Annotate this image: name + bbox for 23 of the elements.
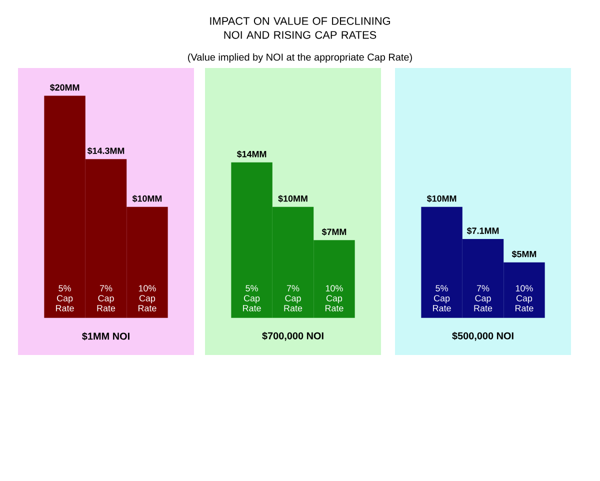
x-tick-label: 5% Cap Rate [56, 285, 74, 312]
data-label: $14MM [236, 150, 266, 158]
x-tick-label: 7% Cap Rate [474, 285, 492, 312]
chart-subtitle: (Value implied by NOI at the appropriate Cap Rate) [188, 53, 412, 63]
data-label: $5MM [512, 250, 536, 258]
data-label: $7MM [322, 228, 346, 236]
x-axis-title: $1MM NOI [82, 332, 130, 340]
x-tick-label: 5% Cap Rate [243, 285, 261, 312]
data-label: $14.3MM [87, 147, 124, 155]
chart-title: IMPACT ON VALUE OF DECLINING NOI AND RISING CAP RATES [210, 17, 390, 39]
x-axis-title: $500,000 NOI [452, 332, 514, 341]
x-tick-label: 10% Cap Rate [138, 285, 156, 312]
data-label: $20MM [50, 84, 80, 92]
x-tick-label: 10% Cap Rate [515, 285, 534, 312]
x-tick-label: 10% Cap Rate [325, 285, 344, 312]
data-label: $10MM [426, 194, 456, 202]
data-label: $7.1MM [466, 227, 499, 235]
data-label: $10MM [278, 194, 308, 202]
data-label: $10MM [132, 194, 162, 202]
x-tick-label: 5% Cap Rate [433, 285, 451, 312]
x-axis-title: $700,000 NOI [262, 332, 324, 341]
x-tick-label: 7% Cap Rate [97, 285, 116, 312]
x-tick-label: 7% Cap Rate [284, 285, 302, 312]
